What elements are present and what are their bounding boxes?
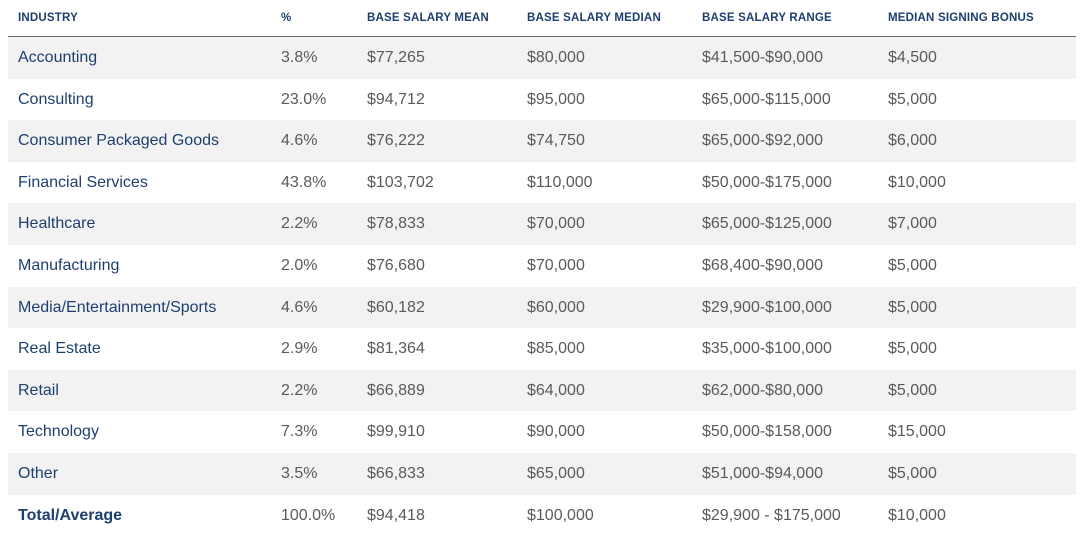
cell-bonus: $7,000	[888, 215, 937, 233]
total-median: $100,000	[527, 506, 594, 524]
cell-bonus: $5,000	[888, 256, 937, 274]
header-range: BASE SALARY RANGE	[702, 12, 832, 24]
cell-range: $50,000-$175,000	[702, 173, 832, 191]
cell-bonus: $5,000	[888, 464, 937, 482]
cell-percent: 4.6%	[281, 132, 318, 150]
cell-percent: 4.6%	[281, 298, 318, 316]
header-median: BASE SALARY MEDIAN	[527, 12, 661, 24]
cell-industry: Other	[18, 464, 59, 482]
cell-percent: 2.9%	[281, 340, 318, 358]
table-row: Consulting 23.0% $94,712 $95,000 $65,000…	[8, 79, 1076, 121]
cell-bonus: $15,000	[888, 423, 946, 441]
cell-range: $68,400-$90,000	[702, 256, 823, 274]
cell-industry: Technology	[18, 423, 99, 441]
table-header: INDUSTRY % BASE SALARY MEAN BASE SALARY …	[8, 0, 1076, 37]
table-row: Consumer Packaged Goods 4.6% $76,222 $74…	[8, 120, 1076, 162]
cell-median: $65,000	[527, 464, 585, 482]
cell-percent: 3.5%	[281, 464, 318, 482]
cell-bonus: $4,500	[888, 49, 937, 66]
cell-bonus: $5,000	[888, 381, 937, 399]
cell-mean: $66,889	[367, 381, 425, 399]
cell-range: $62,000-$80,000	[702, 381, 823, 399]
cell-percent: 2.2%	[281, 215, 318, 233]
cell-mean: $94,712	[367, 90, 425, 108]
cell-industry: Manufacturing	[18, 256, 120, 274]
cell-mean: $103,702	[367, 173, 434, 191]
total-percent: 100.0%	[281, 506, 336, 524]
cell-bonus: $5,000	[888, 90, 937, 108]
cell-percent: 3.8%	[281, 49, 318, 66]
cell-bonus: $5,000	[888, 298, 937, 316]
cell-mean: $99,910	[367, 423, 425, 441]
cell-range: $29,900-$100,000	[702, 298, 832, 316]
table-row: Other 3.5% $66,833 $65,000 $51,000-$94,0…	[8, 452, 1076, 495]
cell-range: $51,000-$94,000	[702, 464, 823, 482]
cell-median: $70,000	[527, 256, 585, 274]
cell-range: $65,000-$115,000	[702, 90, 831, 108]
cell-industry: Real Estate	[18, 340, 101, 358]
header-industry: INDUSTRY	[18, 12, 78, 24]
total-mean: $94,418	[367, 506, 425, 524]
cell-median: $95,000	[527, 90, 585, 108]
salary-table: INDUSTRY % BASE SALARY MEAN BASE SALARY …	[8, 0, 1076, 536]
cell-percent: 43.8%	[281, 173, 327, 191]
cell-industry: Retail	[18, 381, 59, 399]
table-row: Manufacturing 2.0% $76,680 $70,000 $68,4…	[8, 245, 1076, 287]
cell-bonus: $10,000	[888, 173, 946, 191]
table-row: Technology 7.3% $99,910 $90,000 $50,000-…	[8, 411, 1076, 453]
total-range: $29,900 - $175,000	[702, 506, 841, 524]
cell-industry: Accounting	[18, 49, 98, 66]
cell-industry: Consumer Packaged Goods	[18, 132, 219, 150]
cell-median: $110,000	[527, 173, 593, 191]
cell-mean: $66,833	[367, 464, 425, 482]
cell-bonus: $5,000	[888, 340, 937, 358]
cell-median: $60,000	[527, 298, 585, 316]
cell-mean: $76,222	[367, 132, 425, 150]
cell-percent: 2.2%	[281, 381, 318, 399]
cell-range: $65,000-$92,000	[702, 132, 823, 150]
table-row: Accounting 3.8% $77,265 $80,000 $41,500-…	[8, 37, 1076, 79]
cell-industry: Consulting	[18, 90, 94, 108]
table-row: Healthcare 2.2% $78,833 $70,000 $65,000-…	[8, 203, 1076, 245]
cell-bonus: $6,000	[888, 132, 937, 150]
cell-mean: $76,680	[367, 256, 425, 274]
cell-mean: $60,182	[367, 298, 425, 316]
cell-industry: Financial Services	[18, 173, 148, 191]
cell-industry: Media/Entertainment/Sports	[18, 298, 217, 316]
cell-industry: Healthcare	[18, 215, 96, 233]
cell-median: $85,000	[527, 340, 585, 358]
cell-median: $90,000	[527, 423, 585, 441]
table-row: Media/Entertainment/Sports 4.6% $60,182 …	[8, 286, 1076, 329]
cell-median: $70,000	[527, 215, 585, 233]
cell-range: $50,000-$158,000	[702, 423, 832, 441]
cell-percent: 23.0%	[281, 90, 327, 108]
header-bonus: MEDIAN SIGNING BONUS	[888, 12, 1034, 24]
table-total-row: Total/Average 100.0% $94,418 $100,000 $2…	[8, 495, 1076, 537]
table-row: Real Estate 2.9% $81,364 $85,000 $35,000…	[8, 328, 1076, 370]
header-percent: %	[281, 12, 292, 24]
cell-percent: 2.0%	[281, 256, 318, 274]
cell-range: $35,000-$100,000	[702, 340, 832, 358]
cell-mean: $77,265	[367, 49, 425, 66]
cell-range: $41,500-$90,000	[702, 49, 823, 66]
cell-mean: $78,833	[367, 215, 425, 233]
table-row: Retail 2.2% $66,889 $64,000 $62,000-$80,…	[8, 369, 1076, 412]
cell-range: $65,000-$125,000	[702, 215, 832, 233]
cell-median: $74,750	[527, 132, 585, 150]
cell-median: $80,000	[527, 49, 585, 66]
table-row: Financial Services 43.8% $103,702 $110,0…	[8, 162, 1076, 204]
cell-mean: $81,364	[367, 340, 425, 358]
total-industry: Total/Average	[18, 506, 123, 524]
cell-median: $64,000	[527, 381, 585, 399]
header-mean: BASE SALARY MEAN	[367, 12, 490, 24]
total-bonus: $10,000	[888, 506, 946, 524]
cell-percent: 7.3%	[281, 423, 318, 441]
